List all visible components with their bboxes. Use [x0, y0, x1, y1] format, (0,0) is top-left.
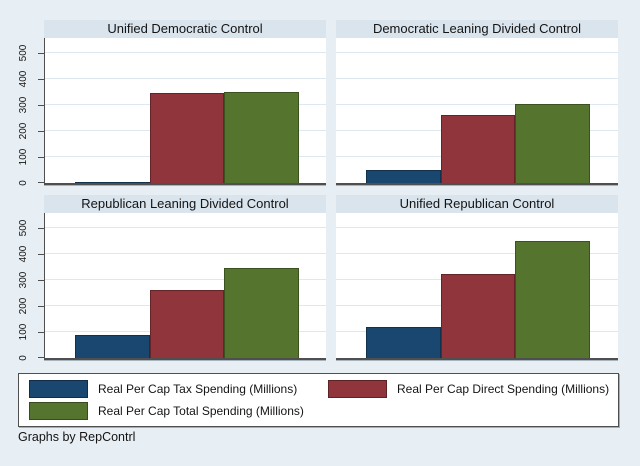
bar-real-per-cap-direct-spending-millions: [149, 290, 224, 358]
panel-unified-republican-control: Unified Republican Control: [336, 195, 618, 360]
plot-area: 0 100 200 300 400 500: [18, 213, 326, 361]
bar-real-per-cap-tax-spending-millions: [75, 334, 150, 358]
y-axis-label-0: 0: [18, 355, 29, 361]
gridline-300: [45, 279, 326, 280]
y-axis-tick-100: [38, 331, 44, 333]
gridline-500: [45, 227, 326, 228]
bar-real-per-cap-total-spending-millions: [515, 103, 590, 183]
bar-real-per-cap-total-spending-millions: [224, 268, 299, 358]
y-axis-tick-300: [38, 279, 44, 281]
gridline-500: [336, 227, 618, 228]
y-axis-tick-300: [38, 104, 44, 106]
gridline-500: [336, 52, 618, 53]
y-axis-tick-500: [38, 52, 44, 54]
gridline-500: [45, 52, 326, 53]
y-axis-label-200: 200: [18, 297, 29, 315]
bar-real-per-cap-total-spending-millions: [224, 92, 299, 183]
legend-label: Real Per Cap Tax Spending (Millions): [98, 382, 298, 396]
bar-real-per-cap-direct-spending-millions: [440, 273, 515, 358]
y-axis-label-300: 300: [18, 271, 29, 289]
y-axis-tick-0: [38, 357, 44, 358]
panel-republican-leaning-divided-control: Republican Leaning Divided Control 0 100 2…: [18, 195, 326, 361]
y-axis-tick-400: [38, 253, 44, 255]
plot-area: [336, 213, 618, 360]
y-axis-label-500: 500: [18, 44, 29, 62]
bar-real-per-cap-tax-spending-millions: [366, 170, 441, 183]
y-axis-label-100: 100: [18, 148, 29, 166]
gridline-300: [336, 104, 618, 105]
bar-real-per-cap-tax-spending-millions: [366, 326, 441, 358]
bar-real-per-cap-total-spending-millions: [515, 241, 590, 358]
gridline-400: [45, 78, 326, 79]
graphs-by-note: Graphs by RepContrl: [18, 430, 136, 444]
panel-unified-democratic-control: Unified Democratic Control 0 100 200 300 400…: [18, 20, 326, 186]
y-axis-tick-400: [38, 78, 44, 80]
plot-area: [336, 38, 618, 185]
bar-real-per-cap-tax-spending-millions: [75, 181, 150, 183]
bar-real-per-cap-direct-spending-millions: [440, 115, 515, 183]
legend-label: Real Per Cap Direct Spending (Millions): [397, 382, 610, 396]
panel-title: Democratic Leaning Divided Control: [336, 20, 618, 38]
gridline-400: [336, 253, 618, 254]
panel-democratic-leaning-divided-control: Democratic Leaning Divided Control: [336, 20, 618, 185]
panel-title: Unified Republican Control: [336, 195, 618, 213]
y-axis-tick-200: [38, 130, 44, 132]
legend: Real Per Cap Tax Spending (Millions) Rea…: [18, 373, 619, 427]
y-axis-label-100: 100: [18, 323, 29, 341]
plot-area: 0 100 200 300 400 500: [18, 38, 326, 186]
total-spending-swatch: [29, 402, 88, 420]
y-axis-label-200: 200: [18, 122, 29, 140]
y-axis-tick-200: [38, 305, 44, 307]
direct-spending-swatch: [328, 380, 387, 398]
y-axis-tick-500: [38, 227, 44, 229]
panel-title: Republican Leaning Divided Control: [44, 195, 326, 213]
panel-title: Unified Democratic Control: [44, 20, 326, 38]
gridline-400: [45, 253, 326, 254]
y-axis-label-400: 400: [18, 245, 29, 263]
y-axis-tick-0: [38, 182, 44, 183]
bar-real-per-cap-direct-spending-millions: [149, 93, 224, 183]
tax-spending-swatch: [29, 380, 88, 398]
y-axis-label-400: 400: [18, 70, 29, 88]
y-axis-label-0: 0: [18, 180, 29, 186]
y-axis-label-500: 500: [18, 219, 29, 237]
legend-label: Real Per Cap Total Spending (Millions): [98, 404, 304, 418]
y-axis-tick-100: [38, 156, 44, 158]
gridline-400: [336, 78, 618, 79]
y-axis-label-300: 300: [18, 96, 29, 114]
